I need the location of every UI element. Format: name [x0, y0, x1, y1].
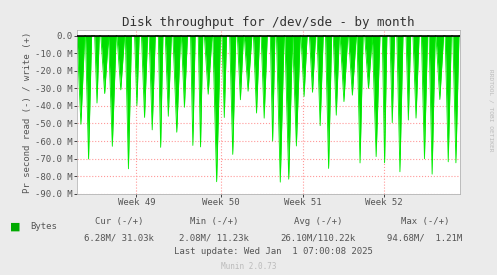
Text: RRDTOOL / TOBI OETIKER: RRDTOOL / TOBI OETIKER	[488, 69, 493, 151]
Text: Cur (-/+): Cur (-/+)	[95, 217, 144, 226]
Text: 2.08M/ 11.23k: 2.08M/ 11.23k	[179, 233, 248, 242]
Text: ■: ■	[10, 222, 20, 232]
Text: Min (-/+): Min (-/+)	[189, 217, 238, 226]
Text: Avg (-/+): Avg (-/+)	[294, 217, 342, 226]
Text: Munin 2.0.73: Munin 2.0.73	[221, 262, 276, 271]
Text: 94.68M/  1.21M: 94.68M/ 1.21M	[387, 233, 463, 242]
Text: 26.10M/110.22k: 26.10M/110.22k	[280, 233, 356, 242]
Text: 6.28M/ 31.03k: 6.28M/ 31.03k	[84, 233, 154, 242]
Y-axis label: Pr second read (-) / write (+): Pr second read (-) / write (+)	[23, 31, 32, 193]
Title: Disk throughput for /dev/sde - by month: Disk throughput for /dev/sde - by month	[122, 16, 414, 29]
Text: Last update: Wed Jan  1 07:00:08 2025: Last update: Wed Jan 1 07:00:08 2025	[174, 247, 373, 256]
Text: Bytes: Bytes	[30, 222, 57, 231]
Text: Max (-/+): Max (-/+)	[401, 217, 449, 226]
